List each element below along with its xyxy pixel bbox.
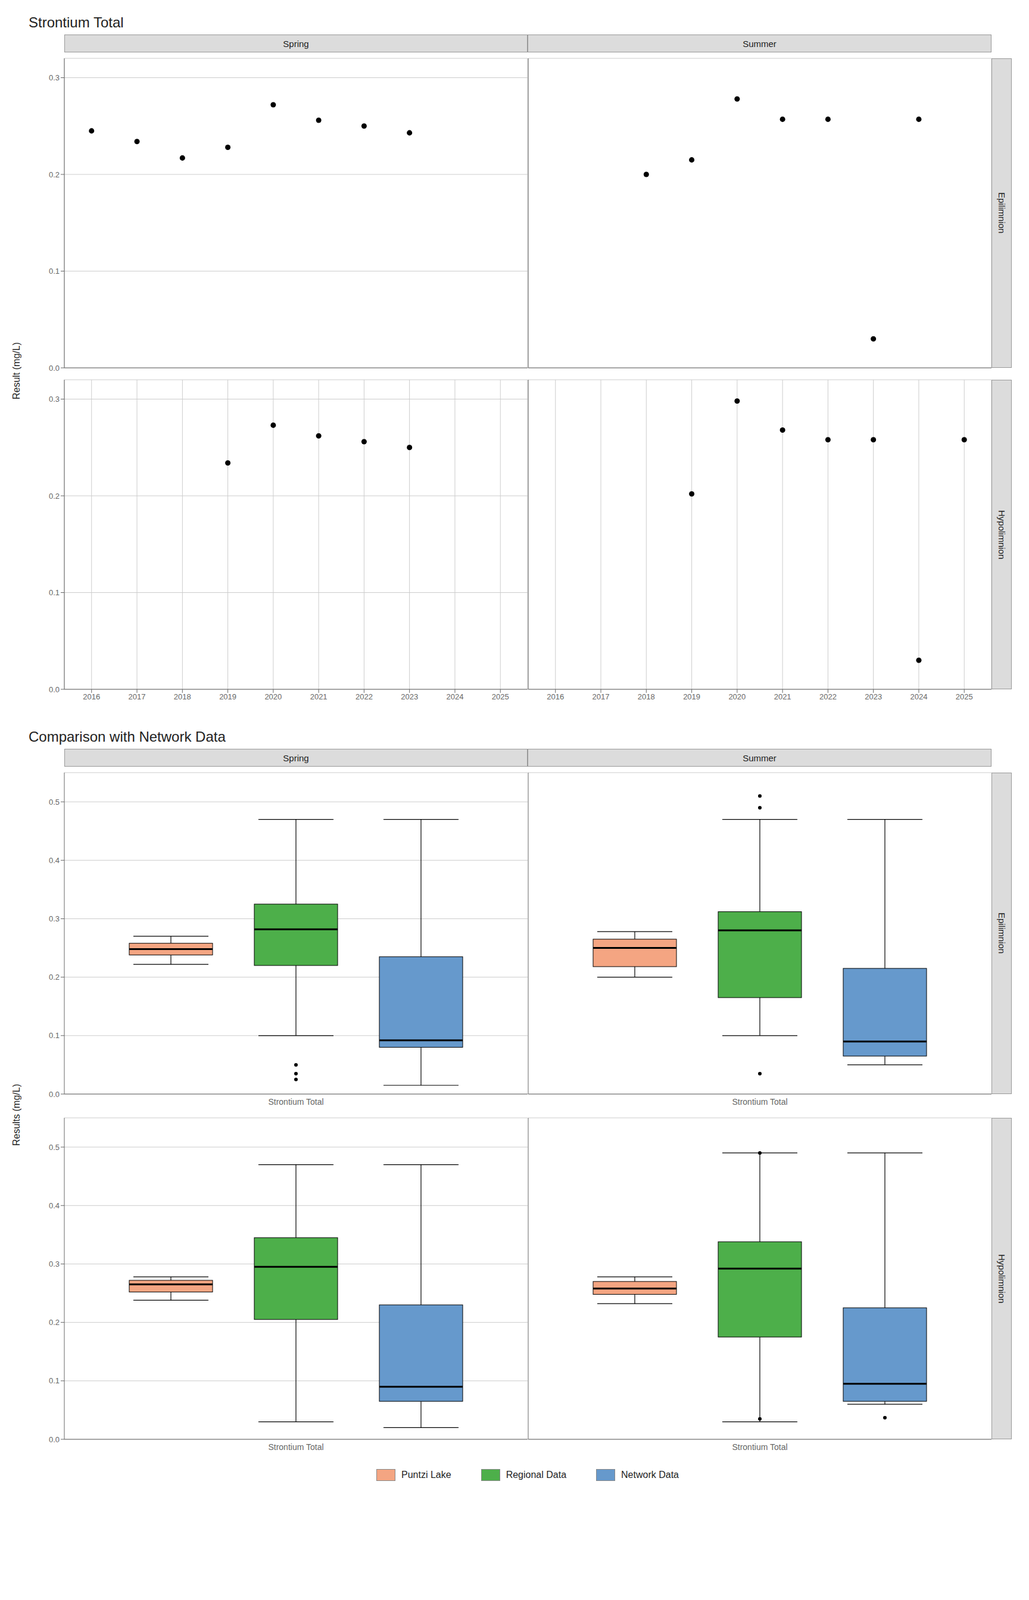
svg-text:0.1: 0.1 [48,588,60,598]
html-text:Summer: Summer [742,38,777,49]
html-text:Hypolimnion: Hypolimnion [996,510,1007,560]
svg-text:2022: 2022 [355,692,373,702]
svg-text:2021: 2021 [774,692,792,702]
svg-text:0.5: 0.5 [48,1143,60,1153]
svg-text:2016: 2016 [546,692,564,702]
html-text:Results (mg/L): Results (mg/L) [11,1084,22,1147]
svg-text:2022: 2022 [819,692,837,702]
html-text:Spring: Spring [283,752,309,764]
html-text:Strontium Total: Strontium Total [28,14,124,31]
svg-text:0.0: 0.0 [48,1435,60,1445]
svg-text:0.0: 0.0 [48,685,60,695]
svg-text:2019: 2019 [683,692,701,702]
svg-text:0.2: 0.2 [48,170,60,180]
svg-text:0.2: 0.2 [48,491,60,501]
svg-text:Strontium Total: Strontium Total [267,1097,324,1108]
html-text:Regional Data: Regional Data [505,1470,567,1481]
svg-text:Strontium Total: Strontium Total [267,1442,324,1453]
svg-text:2017: 2017 [592,692,610,702]
html-text:Result (mg/L): Result (mg/L) [11,342,22,400]
svg-text:2023: 2023 [864,692,882,702]
svg-text:0.5: 0.5 [48,797,60,807]
svg-text:2025: 2025 [955,692,974,702]
svg-text:2018: 2018 [637,692,656,702]
svg-text:2024: 2024 [909,692,928,702]
svg-text:0.4: 0.4 [48,1201,60,1211]
html-text:Puntzi Lake: Puntzi Lake [401,1470,452,1481]
svg-text:2024: 2024 [446,692,464,702]
svg-text:2023: 2023 [400,692,419,702]
svg-text:0.3: 0.3 [48,394,60,404]
svg-text:0.3: 0.3 [48,73,60,83]
svg-text:2025: 2025 [491,692,510,702]
svg-text:2019: 2019 [219,692,237,702]
svg-text:2020: 2020 [264,692,282,702]
svg-text:0.1: 0.1 [48,266,60,276]
html-text:Epilimnion: Epilimnion [996,192,1007,234]
svg-text:0.0: 0.0 [48,1090,60,1100]
html-text:Comparison with Network Data: Comparison with Network Data [28,728,226,745]
html-text:Hypolimnion: Hypolimnion [996,1254,1007,1304]
svg-text:2020: 2020 [728,692,746,702]
svg-text:0.3: 0.3 [48,1260,60,1269]
svg-text:0.2: 0.2 [48,973,60,982]
svg-text:0.0: 0.0 [48,363,60,373]
html-text:Network Data: Network Data [621,1470,679,1481]
svg-text:2016: 2016 [82,692,101,702]
svg-text:2021: 2021 [310,692,328,702]
svg-text:Strontium Total: Strontium Total [731,1442,788,1453]
svg-text:0.1: 0.1 [48,1031,60,1041]
html-text:Spring: Spring [283,38,309,49]
svg-text:0.1: 0.1 [48,1376,60,1386]
svg-text:2017: 2017 [128,692,146,702]
html-text:Epilimnion: Epilimnion [996,913,1007,955]
svg-text:0.2: 0.2 [48,1318,60,1328]
svg-text:Strontium Total: Strontium Total [731,1097,788,1108]
svg-text:0.3: 0.3 [48,914,60,924]
svg-text:0.4: 0.4 [48,856,60,866]
html-text:Summer: Summer [742,752,777,764]
svg-text:2018: 2018 [173,692,192,702]
